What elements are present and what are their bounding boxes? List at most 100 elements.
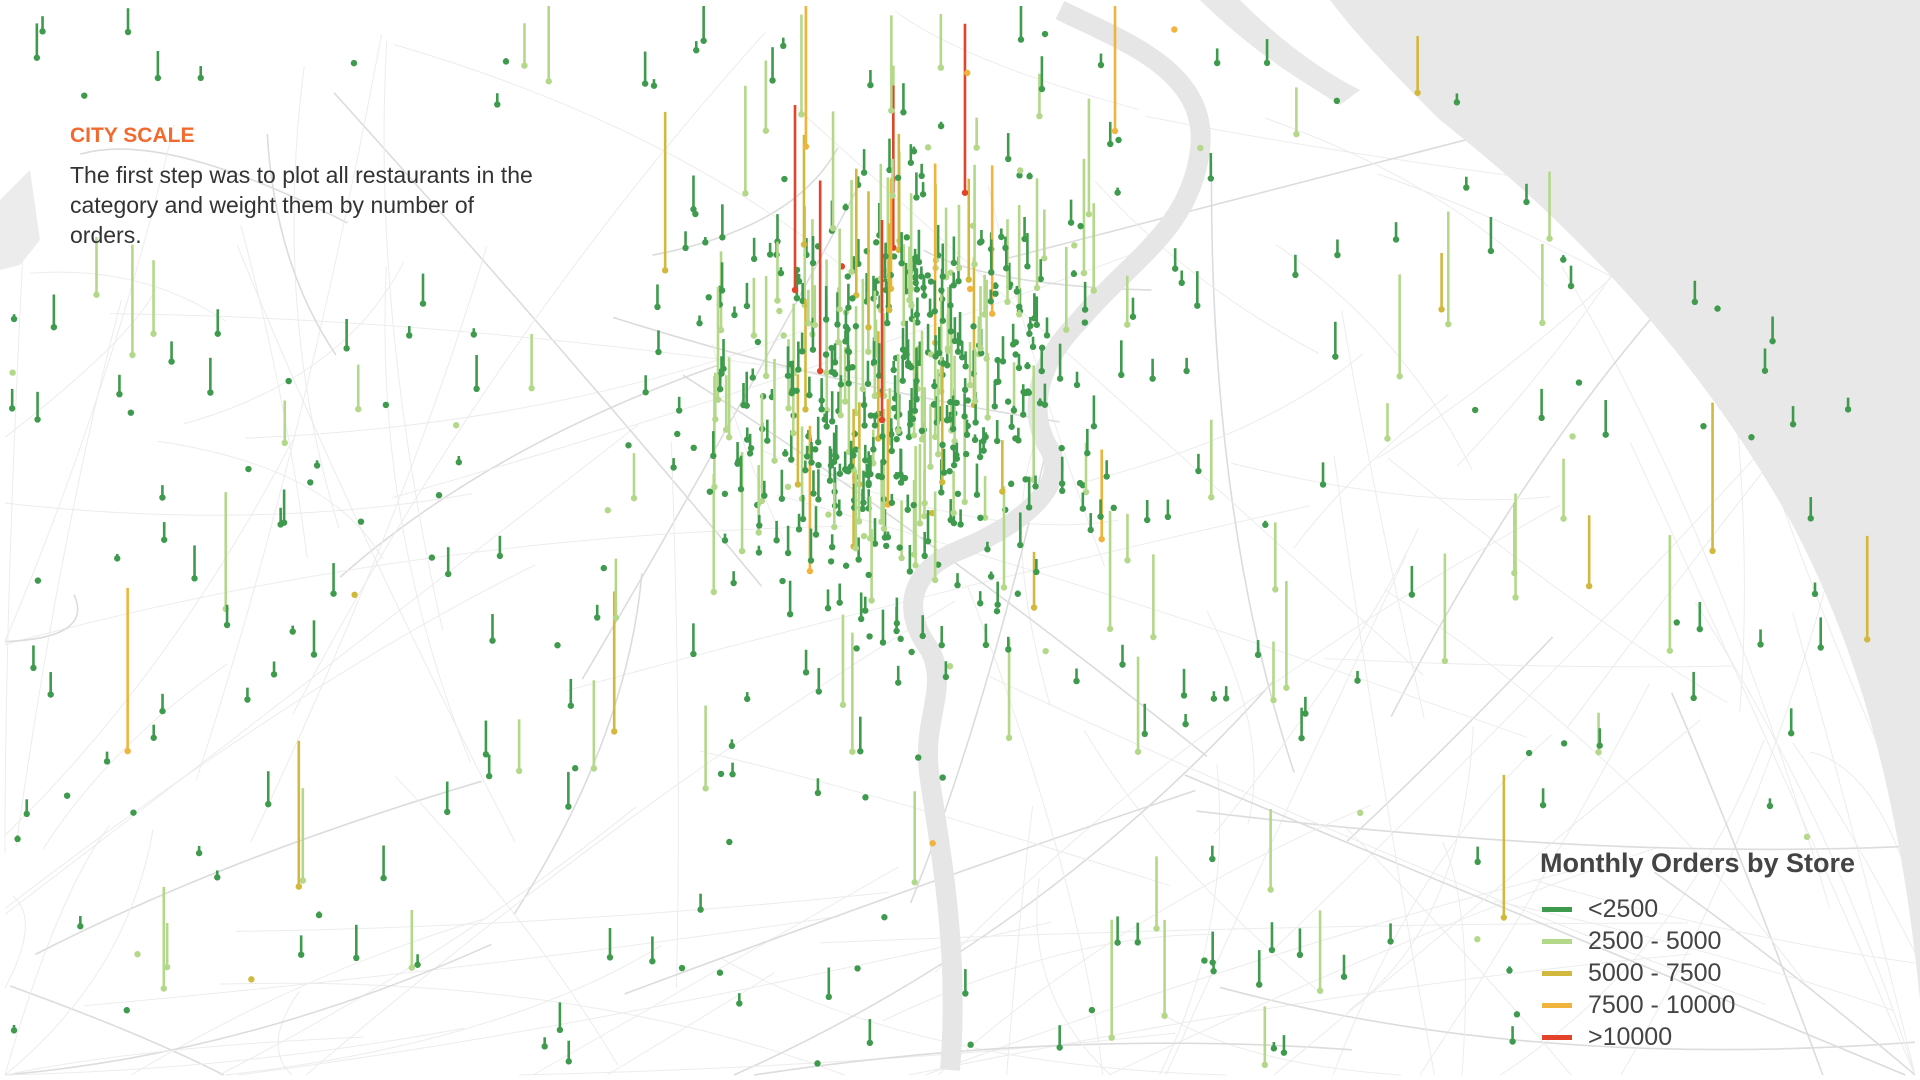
store-spike <box>822 351 830 358</box>
store-dot <box>908 648 915 656</box>
store-dot <box>911 407 919 414</box>
store-spike <box>1261 1006 1269 1069</box>
store-dot <box>829 418 836 425</box>
store-dot <box>670 464 677 471</box>
store-dot <box>730 579 737 587</box>
store-spike <box>1171 248 1179 272</box>
store-spike <box>903 320 910 358</box>
store-spike <box>784 483 792 491</box>
store-spike <box>862 794 869 801</box>
store-dot <box>886 166 893 174</box>
store-spike <box>954 332 962 355</box>
store-spike <box>642 375 649 396</box>
store-dot <box>899 346 907 353</box>
store-dot <box>1129 313 1137 320</box>
store-dot <box>802 406 809 413</box>
store-dot <box>865 479 872 487</box>
road <box>4 825 110 1076</box>
road <box>195 34 382 781</box>
store-dot <box>921 552 928 560</box>
store-dot <box>815 688 823 695</box>
store-spike <box>705 294 712 301</box>
store-spike <box>1213 48 1221 67</box>
store-dot <box>168 358 175 365</box>
store-dot <box>961 413 968 420</box>
store-spike <box>841 347 849 405</box>
store-dot <box>980 447 987 454</box>
store-spike <box>962 351 969 370</box>
store-spike <box>849 363 856 371</box>
store-dot <box>1296 951 1304 959</box>
store-dot <box>1038 367 1045 375</box>
store-dot <box>950 259 958 267</box>
store-dot <box>888 107 895 114</box>
road <box>235 891 889 932</box>
store-spike <box>1076 479 1084 487</box>
store-spike <box>845 360 852 387</box>
store-dot <box>743 402 750 409</box>
store-spike <box>971 348 979 405</box>
store-dot <box>571 765 579 772</box>
store-dot <box>909 415 917 423</box>
store-spike <box>77 915 84 930</box>
store-dot <box>1119 661 1126 668</box>
store-dot <box>866 535 874 542</box>
legend-swatch <box>1542 1002 1572 1008</box>
store-dot <box>950 282 957 289</box>
store-dot <box>836 305 843 313</box>
store-dot <box>836 470 844 477</box>
store-dot <box>567 702 575 709</box>
store-dot <box>207 389 214 396</box>
road <box>42 663 228 850</box>
store-dot <box>1292 271 1299 279</box>
store-spike <box>1769 316 1776 345</box>
store-dot <box>1575 379 1583 386</box>
store-spike <box>674 430 681 438</box>
road <box>1694 602 1916 1076</box>
store-spike <box>1396 274 1403 380</box>
road <box>1006 806 1034 1076</box>
store-dot <box>891 395 899 402</box>
store-spike <box>993 607 1001 615</box>
store-dot <box>993 607 1001 615</box>
store-dot <box>954 348 962 355</box>
store-spike <box>897 449 905 486</box>
store-spike <box>944 286 952 355</box>
store-spike <box>821 413 828 423</box>
store-spike <box>734 442 741 467</box>
store-spike <box>1438 252 1445 313</box>
store-dot <box>903 351 910 358</box>
store-dot <box>1108 1034 1115 1041</box>
store-dot <box>675 407 683 414</box>
store-spike <box>1033 559 1040 576</box>
store-spike <box>737 455 745 493</box>
store-spike <box>980 427 987 454</box>
store-dot <box>860 169 868 176</box>
road <box>1333 456 1435 1076</box>
store-dot <box>1316 987 1324 994</box>
store-dot <box>1207 175 1215 182</box>
store-dot <box>130 809 137 816</box>
store-dot <box>761 492 768 499</box>
store-dot <box>1161 1012 1168 1020</box>
store-spike <box>1004 398 1012 405</box>
store-dot <box>1178 279 1185 287</box>
store-dot <box>915 754 922 761</box>
store-spike <box>993 420 1001 445</box>
store-dot <box>828 344 835 352</box>
store-dot <box>1392 236 1400 243</box>
store-spike <box>355 364 362 413</box>
store-dot <box>861 422 868 429</box>
store-dot <box>777 269 785 277</box>
store-dot <box>784 549 792 557</box>
store-dot <box>940 360 947 367</box>
store-dot <box>1164 513 1172 521</box>
store-spike <box>567 678 575 709</box>
store-dot <box>1445 320 1452 328</box>
store-dot <box>1058 444 1065 452</box>
store-dot <box>502 58 510 65</box>
store-spike <box>947 308 955 335</box>
store-dot <box>937 122 945 130</box>
store-dot <box>913 286 921 293</box>
